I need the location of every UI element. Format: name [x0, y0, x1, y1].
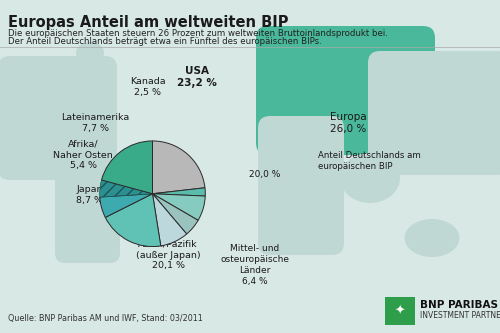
Text: INVESTMENT PARTNERS: INVESTMENT PARTNERS [420, 310, 500, 319]
Text: Europa
26,0 %: Europa 26,0 % [330, 112, 366, 134]
Text: Europas Anteil am weltweiten BIP: Europas Anteil am weltweiten BIP [8, 15, 288, 30]
Ellipse shape [76, 42, 104, 64]
Text: Quelle: BNP Paribas AM und IWF, Stand: 03/2011: Quelle: BNP Paribas AM und IWF, Stand: 0… [8, 314, 203, 323]
Wedge shape [152, 141, 205, 194]
Text: Lateinamerika
7,7 %: Lateinamerika 7,7 % [61, 113, 129, 133]
Wedge shape [152, 188, 206, 196]
Text: Japan
8,7 %: Japan 8,7 % [76, 185, 104, 205]
FancyBboxPatch shape [55, 168, 120, 263]
Wedge shape [152, 194, 205, 220]
Text: Kanada
2,5 %: Kanada 2,5 % [130, 77, 166, 97]
Text: 20,0 %: 20,0 % [250, 170, 280, 179]
Wedge shape [100, 194, 152, 217]
Text: Mittel- und
osteuropäische
Länder
6,4 %: Mittel- und osteuropäische Länder 6,4 % [220, 244, 290, 286]
Ellipse shape [441, 133, 459, 163]
Wedge shape [102, 141, 152, 194]
Wedge shape [152, 194, 186, 246]
FancyBboxPatch shape [0, 56, 117, 180]
Ellipse shape [404, 219, 460, 257]
Text: ✦: ✦ [395, 304, 405, 317]
FancyBboxPatch shape [256, 26, 435, 155]
FancyBboxPatch shape [368, 51, 500, 175]
Text: BNP PARIBAS: BNP PARIBAS [420, 300, 498, 310]
Text: Afrika/
Naher Osten
5,4 %: Afrika/ Naher Osten 5,4 % [53, 140, 113, 170]
FancyBboxPatch shape [385, 297, 415, 325]
Wedge shape [152, 194, 198, 234]
Wedge shape [106, 194, 161, 246]
FancyBboxPatch shape [258, 116, 344, 255]
Text: Der Anteil Deutschlands beträgt etwa ein Fünftel des europäischen BIPs.: Der Anteil Deutschlands beträgt etwa ein… [8, 37, 322, 46]
Text: Die europäischen Staaten steuern 26 Prozent zum weltweiten Bruttoinlandsprodukt : Die europäischen Staaten steuern 26 Proz… [8, 29, 388, 38]
Text: USA
23,2 %: USA 23,2 % [177, 66, 217, 88]
Text: Asien/Pazifik
(außer Japan)
20,1 %: Asien/Pazifik (außer Japan) 20,1 % [136, 240, 200, 270]
Text: Anteil Deutschlands am
europäischen BIP: Anteil Deutschlands am europäischen BIP [318, 151, 421, 171]
Ellipse shape [340, 153, 400, 203]
Wedge shape [100, 180, 152, 197]
